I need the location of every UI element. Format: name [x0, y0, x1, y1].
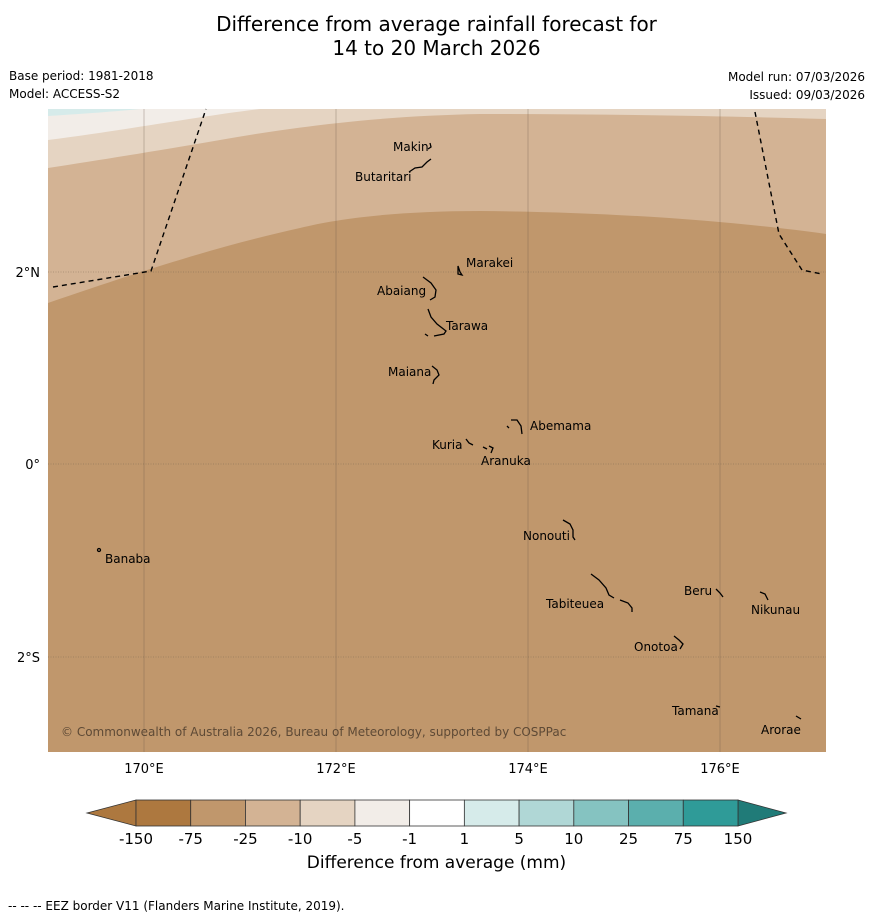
island-label-tamana: Tamana	[671, 704, 719, 718]
issued-date: Issued: 09/03/2026	[749, 88, 865, 102]
lat-axis-labels: 2°N 0° 2°S	[16, 266, 41, 666]
island-label-arorae: Arorae	[761, 723, 801, 737]
island-label-banaba: Banaba	[105, 552, 151, 566]
island-shape-abemama	[506, 419, 523, 435]
colorbar-tick-label: -75	[178, 830, 203, 848]
title-line-1: Difference from average rainfall forecas…	[216, 12, 657, 36]
colorbar-arrow-low	[85, 799, 137, 827]
colorbar-tick-label: -1	[402, 830, 417, 848]
colorbar-tick-label: 25	[619, 830, 638, 848]
island-label-nonouti: Nonouti	[523, 529, 570, 543]
island-shape-banaba	[96, 547, 102, 553]
colorbar-tick-label: 150	[724, 830, 753, 848]
island-shape-nikunau	[759, 591, 769, 601]
model-name: Model: ACCESS-S2	[9, 87, 121, 101]
colorbar-cell	[299, 799, 356, 827]
lon-label-172e: 172°E	[316, 762, 356, 777]
colorbar-tick-label: 5	[514, 830, 524, 848]
eez-border-west	[52, 108, 207, 288]
grid-lines	[143, 109, 721, 752]
colorbar-cell	[135, 799, 192, 827]
island-label-aranuka: Aranuka	[481, 454, 531, 468]
colorbar-tick-label: -150	[119, 830, 153, 848]
island-label-maiana: Maiana	[388, 365, 431, 379]
island-shape-arorae	[795, 715, 802, 720]
base-period: Base period: 1981-2018	[9, 69, 154, 83]
colorbar-cell	[409, 799, 465, 827]
island-label-onotoa: Onotoa	[634, 640, 678, 654]
colorbar-tick-label: -25	[233, 830, 258, 848]
lat-label-0: 0°	[25, 458, 40, 473]
island-shape-tarawa	[424, 308, 447, 337]
colorbar-cell	[573, 799, 629, 827]
island-label-abemama: Abemama	[530, 419, 591, 433]
island-label-nikunau: Nikunau	[751, 603, 800, 617]
lon-axis-labels: 170°E 172°E 174°E 176°E	[124, 762, 740, 777]
colorbar-cell	[463, 799, 520, 827]
map-title: Difference from average rainfall forecas…	[0, 12, 873, 60]
island-shape-makin	[427, 142, 432, 150]
island-shape-tabiteuea	[590, 573, 633, 612]
island-label-tabiteuea: Tabiteuea	[545, 597, 604, 611]
colorbar-cell	[518, 799, 575, 827]
colorbar-cell	[190, 799, 246, 827]
colorbar-cell	[628, 799, 684, 827]
island-shape-aranuka	[482, 445, 494, 454]
colorbar-cell	[245, 799, 301, 827]
title-line-2: 14 to 20 March 2026	[332, 36, 541, 60]
eez-footnote: -- -- -- EEZ border V11 (Flanders Marine…	[8, 899, 345, 913]
eez-border	[52, 108, 823, 288]
colorbar-tick-label: 75	[674, 830, 693, 848]
map-panel: Makin Butaritari Marakei Abaiang Tarawa …	[48, 108, 826, 752]
island-shape-maiana	[431, 365, 440, 385]
colorbar-cell	[682, 799, 739, 827]
lat-label-2s: 2°S	[17, 651, 40, 666]
island-labels: Makin Butaritari Marakei Abaiang Tarawa …	[105, 140, 801, 737]
island-label-beru: Beru	[684, 584, 712, 598]
lon-label-170e: 170°E	[124, 762, 164, 777]
island-label-abaiang: Abaiang	[377, 284, 426, 298]
island-shape-kuria	[465, 438, 474, 446]
colorbar: -150 -75 -25 -10 -5 -1 1 5 10 25 75 150	[85, 799, 788, 848]
island-shape-tamana	[715, 705, 721, 708]
island-label-butaritari: Butaritari	[355, 170, 412, 184]
island-shape-abaiang	[422, 276, 437, 301]
meta-left: Base period: 1981-2018 Model: ACCESS-S2	[9, 69, 154, 105]
colorbar-arrow-high	[737, 799, 788, 827]
island-label-makin: Makin	[393, 140, 429, 154]
island-label-kuria: Kuria	[432, 438, 463, 452]
lon-label-174e: 174°E	[508, 762, 548, 777]
island-label-tarawa: Tarawa	[445, 319, 488, 333]
island-shape-marakei	[457, 265, 464, 277]
island-shapes	[96, 142, 802, 720]
island-shape-nonouti	[562, 519, 576, 541]
island-label-marakei: Marakei	[466, 256, 513, 270]
band-minus25	[48, 109, 826, 303]
colorbar-tick-label: 10	[564, 830, 583, 848]
lon-label-176e: 176°E	[700, 762, 740, 777]
island-shape-beru	[715, 588, 724, 598]
grid-lat-lines	[48, 271, 826, 658]
eez-border-east	[754, 111, 823, 275]
lat-label-2n: 2°N	[16, 266, 41, 281]
model-run: Model run: 07/03/2026	[727, 70, 865, 84]
meta-right: Model run: 07/03/2026 Issued: 09/03/2026	[728, 70, 865, 106]
colorbar-tick-label: -10	[288, 830, 313, 848]
band-minus10	[48, 109, 826, 168]
colorbar-tick-label: -5	[347, 830, 362, 848]
island-shape-butaritari	[408, 158, 432, 173]
colorbar-label: Difference from average (mm)	[306, 853, 567, 873]
island-shape-onotoa	[673, 635, 684, 650]
colorbar-tick-label: 1	[460, 830, 470, 848]
copyright-notice: © Commonwealth of Australia 2026, Bureau…	[61, 725, 566, 739]
band-minus5	[48, 109, 260, 140]
band-plus1	[48, 109, 140, 116]
colorbar-cell	[354, 799, 411, 827]
